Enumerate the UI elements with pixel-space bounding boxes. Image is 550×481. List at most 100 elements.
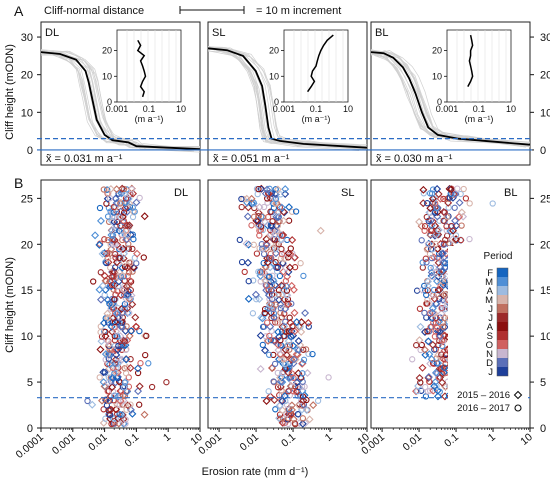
legend-background (448, 246, 528, 422)
point-2016-2017 (112, 360, 119, 367)
point-2015-2016 (298, 419, 307, 428)
point-2016-2017 (90, 278, 97, 285)
point-2015-2016 (244, 294, 253, 303)
point-2016-2017 (248, 222, 255, 229)
point-2016-2017 (268, 291, 276, 298)
point-2015-2016 (112, 309, 121, 318)
point-2015-2016 (421, 350, 430, 359)
point-2016-2017 (274, 369, 281, 377)
point-2015-2016 (278, 397, 287, 406)
point-2015-2016 (243, 212, 252, 221)
inset-ytick-label: 0 (437, 97, 442, 107)
point-2016-2017 (253, 296, 260, 303)
point-2015-2016 (438, 249, 447, 258)
panel-a-letter: A (14, 3, 24, 19)
panel-b-xtick-label: 0.01 (238, 431, 261, 453)
site-label: SL (212, 27, 225, 39)
point-2016-2017 (284, 296, 292, 303)
point-2015-2016 (282, 351, 291, 360)
median-rate-label: x̃ = 0.051 m a⁻¹ (213, 153, 290, 165)
point-2016-2017 (236, 236, 243, 244)
point-2016-2017 (272, 186, 279, 193)
inset-ytick-label: 0 (107, 97, 112, 107)
point-2015-2016 (113, 317, 122, 326)
point-2016-2017 (140, 254, 147, 261)
point-2016-2017 (276, 272, 284, 280)
point-2015-2016 (132, 198, 141, 207)
point-2016-2017 (424, 328, 431, 335)
point-2016-2017 (134, 369, 142, 377)
point-2015-2016 (433, 277, 441, 286)
point-2016-2017 (448, 223, 455, 230)
point-2015-2016 (132, 322, 140, 331)
point-2015-2016 (108, 226, 117, 235)
point-2015-2016 (309, 401, 318, 410)
point-2015-2016 (431, 378, 440, 387)
panel-b-ytick-label-left: 5 (27, 377, 33, 389)
point-2015-2016 (297, 327, 306, 336)
point-2016-2017 (421, 223, 429, 230)
point-2016-2017 (287, 245, 294, 252)
point-2015-2016 (118, 410, 127, 419)
panel-a-ytick-label-right: 20 (540, 70, 550, 82)
point-2015-2016 (105, 360, 114, 369)
point-2016-2017 (297, 260, 304, 267)
point-2016-2017 (271, 291, 278, 299)
point-2015-2016 (445, 184, 454, 193)
point-2015-2016 (117, 341, 126, 350)
point-2015-2016 (415, 217, 424, 226)
point-2015-2016 (292, 318, 301, 327)
point-2015-2016 (104, 258, 113, 267)
inset-xtick-label: 0.001 (436, 104, 459, 114)
point-2015-2016 (434, 225, 443, 234)
point-2015-2016 (424, 337, 433, 346)
panel-a-ytick-label-left: 30 (21, 32, 33, 44)
legend-month-label: O (486, 340, 493, 351)
point-2016-2017 (97, 323, 104, 330)
point-2015-2016 (244, 240, 253, 249)
point-2016-2017 (120, 217, 127, 224)
point-2015-2016 (438, 378, 447, 387)
point-2015-2016 (261, 346, 270, 355)
point-2015-2016 (247, 199, 256, 208)
point-2016-2017 (305, 323, 312, 330)
scale-note: = 10 m increment (256, 5, 341, 17)
point-2016-2017 (420, 190, 427, 197)
point-2015-2016 (91, 231, 100, 240)
point-2015-2016 (121, 203, 130, 212)
point-2015-2016 (436, 332, 445, 341)
point-2015-2016 (446, 227, 455, 236)
point-2015-2016 (280, 254, 289, 263)
point-2015-2016 (124, 194, 133, 203)
point-2016-2017 (286, 314, 293, 321)
point-2016-2017 (104, 236, 112, 244)
inset-xtick-label: 0.001 (273, 104, 296, 114)
point-2016-2017 (100, 186, 107, 193)
panel-b-xtick-label: 0.0001 (14, 431, 46, 461)
site-label: SL (341, 187, 354, 199)
point-2015-2016 (433, 327, 442, 336)
point-2016-2017 (283, 287, 291, 294)
point-2015-2016 (290, 355, 298, 364)
inset-xlabel: (m a⁻¹) (465, 114, 494, 124)
point-2015-2016 (273, 185, 282, 194)
point-2015-2016 (433, 184, 442, 193)
point-2016-2017 (276, 411, 284, 418)
point-2016-2017 (421, 227, 428, 234)
point-2016-2017 (416, 305, 424, 312)
point-2015-2016 (123, 304, 132, 313)
median-profile-bl (370, 51, 531, 146)
point-2015-2016 (294, 337, 303, 346)
point-2016-2017 (418, 237, 425, 244)
scale-label: Cliff-normal distance (44, 5, 144, 17)
legend-series-label: 2016 – 2017 (457, 403, 510, 414)
point-2015-2016 (123, 387, 132, 396)
point-2016-2017 (127, 295, 134, 302)
point-2016-2017 (270, 378, 277, 385)
point-2016-2017 (278, 245, 285, 253)
point-2016-2017 (299, 415, 307, 422)
point-2016-2017 (116, 411, 123, 418)
point-2016-2017 (438, 351, 445, 358)
point-2015-2016 (101, 332, 110, 341)
point-2015-2016 (278, 406, 287, 415)
